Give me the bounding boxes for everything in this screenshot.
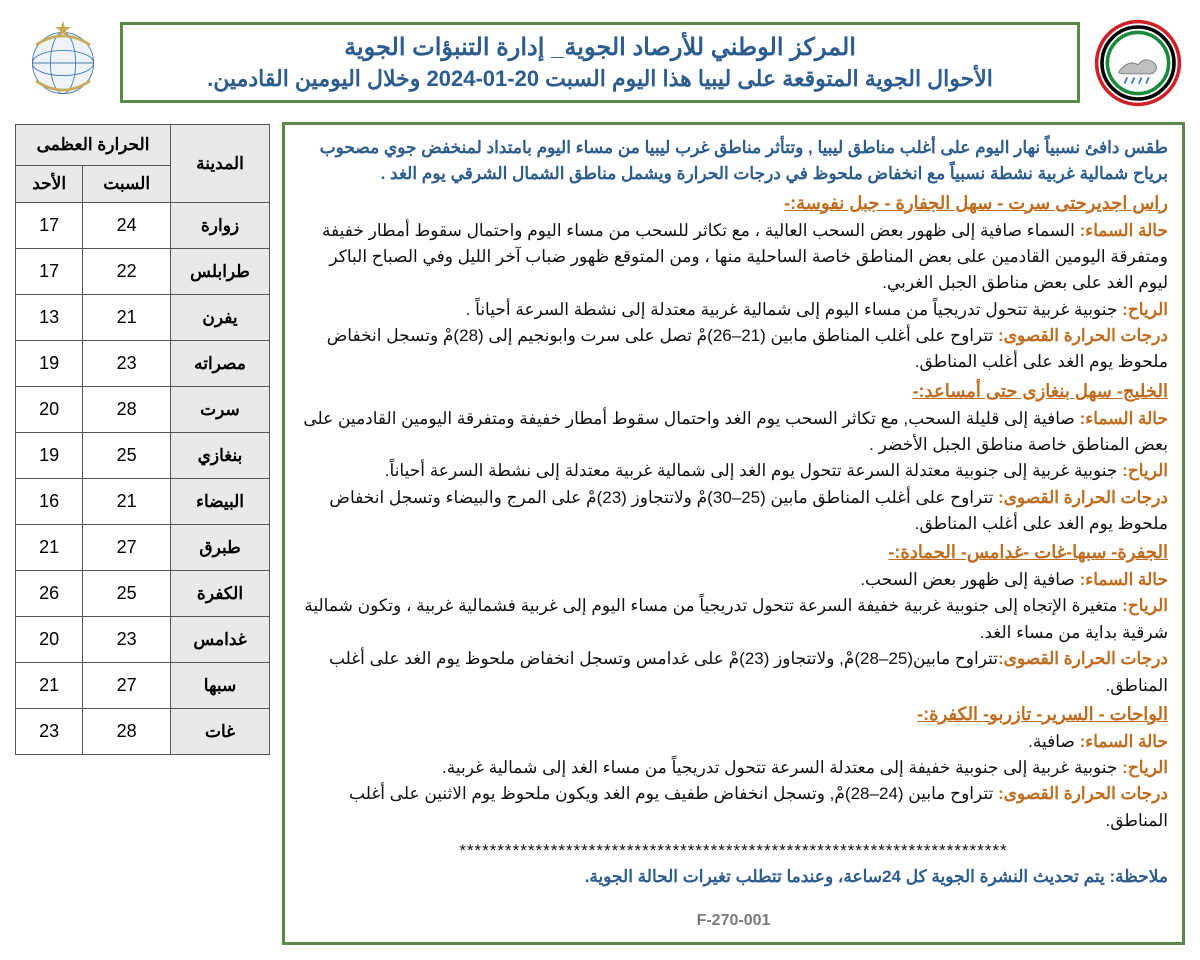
region-block-1: الخليج- سهل بنغازى حتى أمساعد:- حالة الس… bbox=[299, 376, 1168, 538]
header-wrap: المركز الوطني للأرصاد الجوية_ إدارة التن… bbox=[15, 15, 1185, 110]
sun-cell: 13 bbox=[16, 295, 83, 341]
sun-header: الأحد bbox=[16, 166, 83, 203]
sky-label: حالة السماء: bbox=[1080, 221, 1168, 240]
sky-text: السماء صافية إلى ظهور بعض السحب العالية … bbox=[322, 221, 1168, 293]
sun-cell: 20 bbox=[16, 617, 83, 663]
sun-cell: 17 bbox=[16, 203, 83, 249]
table-row: الكفرة2526 bbox=[16, 571, 270, 617]
city-cell: سبها bbox=[171, 663, 270, 709]
table-row: البيضاء2116 bbox=[16, 479, 270, 525]
sun-cell: 19 bbox=[16, 433, 83, 479]
sat-header: السبت bbox=[83, 166, 171, 203]
sky-label: حالة السماء: bbox=[1080, 570, 1168, 589]
sky-label: حالة السماء: bbox=[1080, 409, 1168, 428]
sun-cell: 16 bbox=[16, 479, 83, 525]
table-row: بنغازي2519 bbox=[16, 433, 270, 479]
temp-label: درجات الحرارة القصوى: bbox=[998, 326, 1168, 345]
sat-cell: 25 bbox=[83, 571, 171, 617]
temp-label: درجات الحرارة القصوى: bbox=[998, 649, 1168, 668]
sky-text: صافية إلى قليلة السحب, مع تكاثر السحب يو… bbox=[303, 409, 1168, 454]
sun-cell: 20 bbox=[16, 387, 83, 433]
city-header: المدينة bbox=[171, 125, 270, 203]
region-block-2: الجفرة- سبها-غات -غدامس- الحمادة:- حالة … bbox=[299, 537, 1168, 699]
wind-label: الرياح: bbox=[1122, 596, 1168, 615]
city-cell: سرت bbox=[171, 387, 270, 433]
table-row: غات2823 bbox=[16, 709, 270, 755]
city-cell: زوارة bbox=[171, 203, 270, 249]
region-name: راس اجديرحتى سرت - سهل الجفارة - جبل نفو… bbox=[784, 190, 1168, 218]
sat-cell: 24 bbox=[83, 203, 171, 249]
sat-cell: 28 bbox=[83, 709, 171, 755]
city-cell: غات bbox=[171, 709, 270, 755]
sat-cell: 22 bbox=[83, 249, 171, 295]
sun-cell: 21 bbox=[16, 663, 83, 709]
document-code: F-270-001 bbox=[299, 909, 1168, 934]
page: المركز الوطني للأرصاد الجوية_ إدارة التن… bbox=[15, 15, 1185, 945]
wind-label: الرياح: bbox=[1122, 758, 1168, 777]
wind-label: الرياح: bbox=[1122, 461, 1168, 480]
sun-cell: 19 bbox=[16, 341, 83, 387]
sun-cell: 23 bbox=[16, 709, 83, 755]
note-text: يتم تحديث النشرة الجوية كل 24ساعة، وعندم… bbox=[585, 867, 1110, 886]
forecast-text-box: طقس دافئ نسبياً نهار اليوم على أغلب مناط… bbox=[282, 122, 1185, 945]
sat-cell: 21 bbox=[83, 295, 171, 341]
temperature-table: المدينة الحرارة العظمى السبت الأحد زوارة… bbox=[15, 124, 270, 755]
header-box: المركز الوطني للأرصاد الجوية_ إدارة التن… bbox=[120, 22, 1080, 103]
sky-text: صافية إلى ظهور بعض السحب. bbox=[860, 570, 1079, 589]
sat-cell: 25 bbox=[83, 433, 171, 479]
city-cell: البيضاء bbox=[171, 479, 270, 525]
region-block-3: الواحات - السرير- تازربو- الكفرة:- حالة … bbox=[299, 699, 1168, 834]
city-cell: غدامس bbox=[171, 617, 270, 663]
libya-met-logo bbox=[1090, 15, 1185, 110]
sky-text: صافية. bbox=[1028, 732, 1079, 751]
header-title: المركز الوطني للأرصاد الجوية_ إدارة التن… bbox=[135, 33, 1065, 62]
note-line: ملاحظة: يتم تحديث النشرة الجوية كل 24ساع… bbox=[299, 864, 1168, 890]
sat-cell: 27 bbox=[83, 663, 171, 709]
wind-text: جنوبية غربية تتحول تدريجياً من مساء اليو… bbox=[466, 300, 1122, 319]
table-row: سرت2820 bbox=[16, 387, 270, 433]
sun-cell: 17 bbox=[16, 249, 83, 295]
city-cell: بنغازي bbox=[171, 433, 270, 479]
sat-cell: 28 bbox=[83, 387, 171, 433]
sat-cell: 23 bbox=[83, 341, 171, 387]
region-name: الجفرة- سبها-غات -غدامس- الحمادة:- bbox=[888, 539, 1168, 567]
table-row: غدامس2320 bbox=[16, 617, 270, 663]
region-name: الخليج- سهل بنغازى حتى أمساعد:- bbox=[913, 378, 1168, 406]
table-row: زوارة2417 bbox=[16, 203, 270, 249]
wind-text: جنوبية غربية إلى جنوبية معتدلة السرعة تت… bbox=[385, 461, 1122, 480]
max-temp-header: الحرارة العظمى bbox=[16, 125, 171, 166]
table-row: يفرن2113 bbox=[16, 295, 270, 341]
note-label: ملاحظة: bbox=[1110, 867, 1168, 886]
wind-label: الرياح: bbox=[1122, 300, 1168, 319]
city-cell: مصراته bbox=[171, 341, 270, 387]
sat-cell: 23 bbox=[83, 617, 171, 663]
city-cell: طبرق bbox=[171, 525, 270, 571]
region-block-0: راس اجديرحتى سرت - سهل الجفارة - جبل نفو… bbox=[299, 188, 1168, 376]
sat-cell: 27 bbox=[83, 525, 171, 571]
table-row: طرابلس2217 bbox=[16, 249, 270, 295]
temp-label: درجات الحرارة القصوى: bbox=[998, 488, 1168, 507]
city-cell: طرابلس bbox=[171, 249, 270, 295]
table-row: طبرق2721 bbox=[16, 525, 270, 571]
city-cell: يفرن bbox=[171, 295, 270, 341]
region-name: الواحات - السرير- تازربو- الكفرة:- bbox=[917, 701, 1168, 729]
sun-cell: 26 bbox=[16, 571, 83, 617]
table-row: سبها2721 bbox=[16, 663, 270, 709]
wmo-logo bbox=[15, 15, 110, 110]
table-row: مصراته2319 bbox=[16, 341, 270, 387]
wind-text: متغيرة الإتجاه إلى جنوبية غربية خفيفة ال… bbox=[304, 596, 1168, 641]
wind-text: جنوبية غربية إلى جنوبية خفيفة إلى معتدلة… bbox=[442, 758, 1122, 777]
temp-label: درجات الحرارة القصوى: bbox=[998, 784, 1168, 803]
intro-text: طقس دافئ نسبياً نهار اليوم على أغلب مناط… bbox=[299, 135, 1168, 188]
city-cell: الكفرة bbox=[171, 571, 270, 617]
sky-label: حالة السماء: bbox=[1080, 732, 1168, 751]
content-row: طقس دافئ نسبياً نهار اليوم على أغلب مناط… bbox=[15, 122, 1185, 945]
sat-cell: 21 bbox=[83, 479, 171, 525]
header-subtitle: الأحوال الجوية المتوقعة على ليبيا هذا ال… bbox=[135, 66, 1065, 92]
sun-cell: 21 bbox=[16, 525, 83, 571]
separator-stars: ****************************************… bbox=[299, 838, 1168, 864]
